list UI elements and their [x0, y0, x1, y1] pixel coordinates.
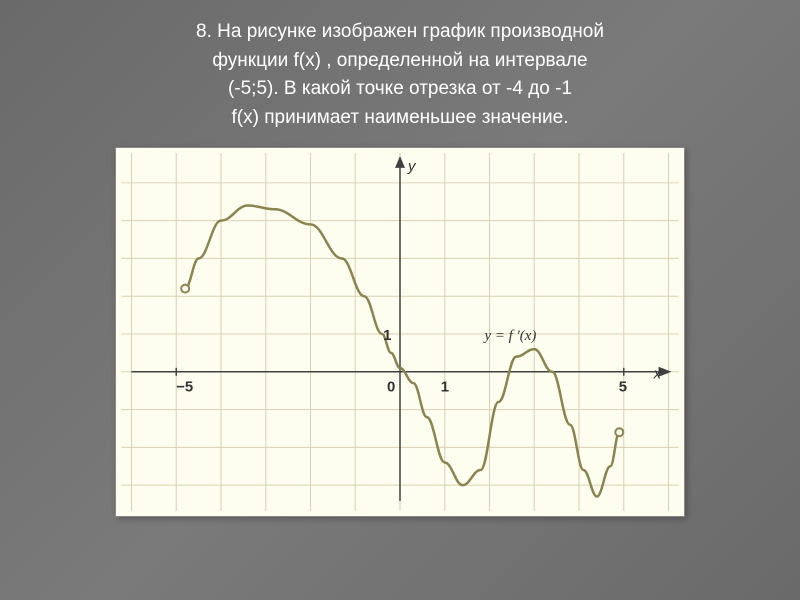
svg-text:−5: −5	[176, 380, 193, 396]
svg-text:1: 1	[441, 380, 449, 396]
graph-container: −5 0 1 5 1 x y y = f ′(x)	[115, 147, 685, 517]
curve	[181, 205, 623, 496]
problem-line-1: На рисунке изображен график производной	[217, 21, 604, 42]
problem-text: 8. На рисунке изображен график производн…	[196, 18, 604, 132]
svg-text:x: x	[653, 367, 662, 383]
svg-text:0: 0	[387, 380, 395, 396]
svg-text:y = f ′(x): y = f ′(x)	[483, 328, 537, 344]
labels: −5 0 1 5 1 x y y = f ′(x)	[176, 159, 661, 396]
problem-line-2: функции f(x) , определенной на интервале	[212, 50, 587, 71]
svg-text:5: 5	[619, 380, 627, 396]
axes	[131, 156, 671, 501]
problem-number: 8.	[196, 21, 212, 42]
problem-line-3: (-5;5). В какой точке отрезка от -4 до -…	[228, 78, 572, 99]
svg-text:y: y	[407, 159, 417, 175]
problem-line-4: f(x) принимает наименьшее значение.	[232, 107, 569, 128]
derivative-graph: −5 0 1 5 1 x y y = f ′(x)	[116, 148, 684, 516]
svg-text:1: 1	[383, 328, 391, 344]
